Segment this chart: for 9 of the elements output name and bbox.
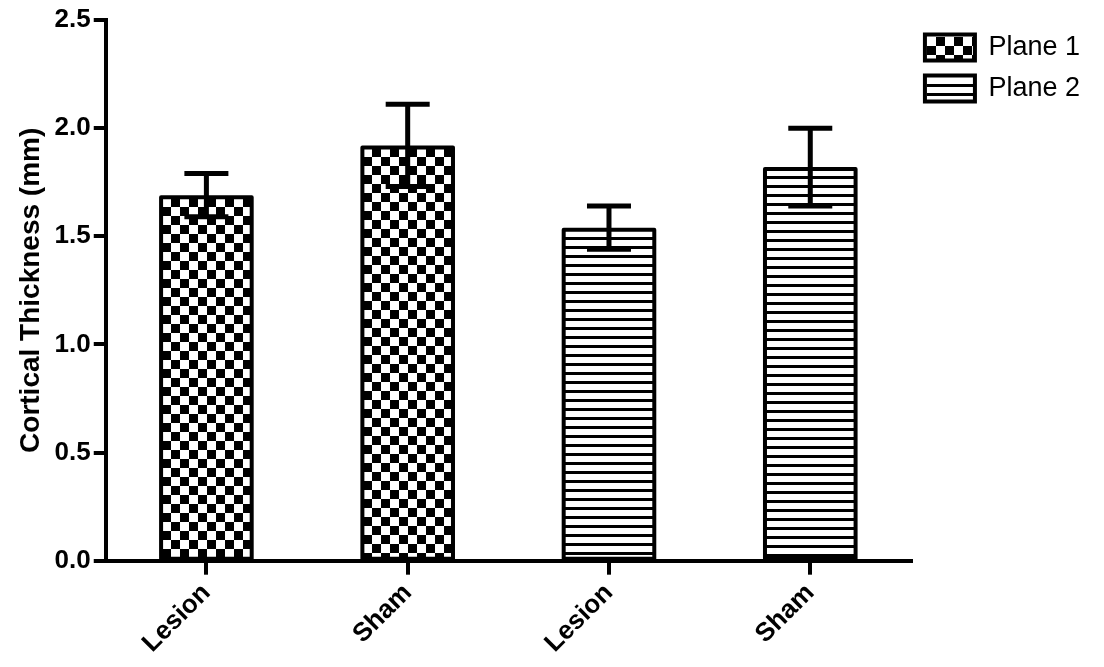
y-tick-label: 2.0 xyxy=(54,111,91,142)
y-tick-label: 1.5 xyxy=(54,219,91,250)
y-tick-label: 0.0 xyxy=(54,543,91,574)
y-axis-title: Cortical Thickness (mm) xyxy=(13,127,45,453)
y-tick-label: 0.5 xyxy=(54,435,91,466)
legend-label: Plane 2 xyxy=(988,71,1080,102)
legend-label: Plane 1 xyxy=(988,30,1080,61)
y-tick-label: 2.5 xyxy=(54,3,91,34)
y-tick-label: 1.0 xyxy=(54,327,91,358)
